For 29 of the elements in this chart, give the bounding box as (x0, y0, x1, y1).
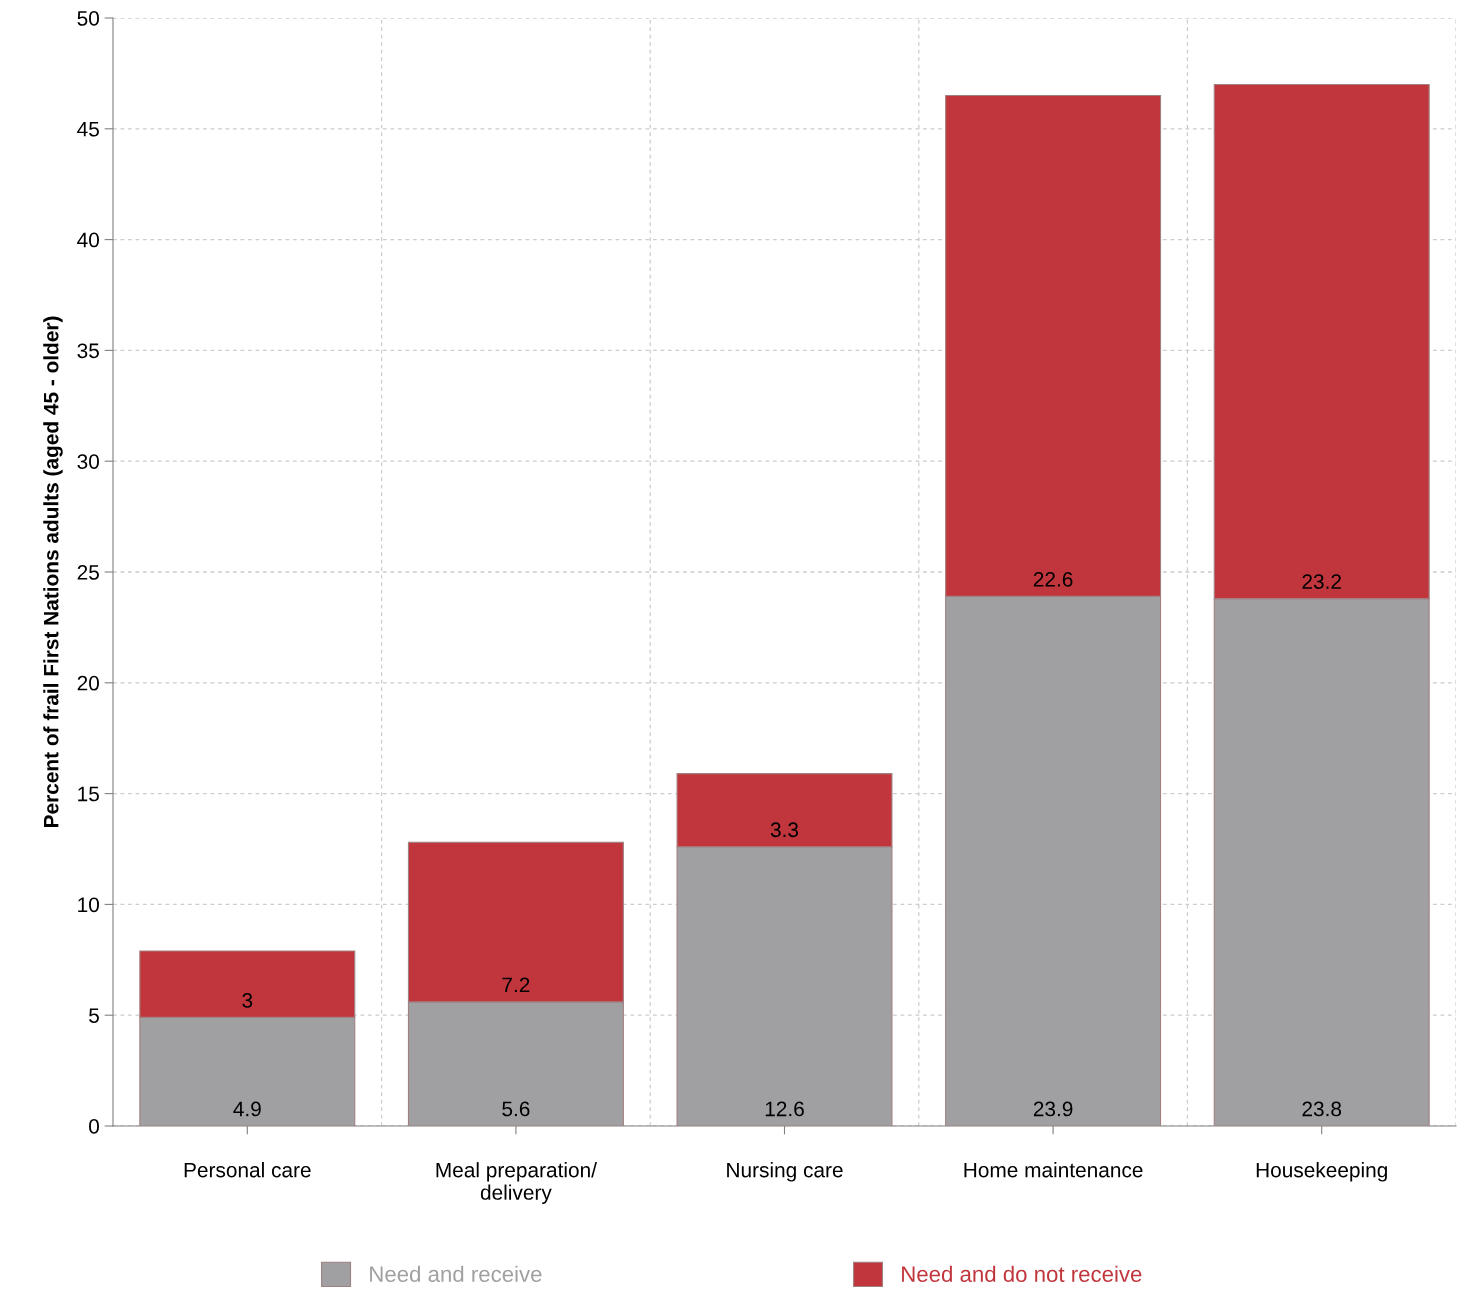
y-tick-label: 45 (77, 122, 99, 137)
data-label: 4.9 (233, 1101, 261, 1117)
y-tick-label: 5 (89, 1008, 99, 1023)
y-tick-label: 10 (78, 897, 99, 913)
y-axis-title: Percent of frail First Nations adults (aged 45 - older) (43, 316, 63, 827)
y-tick-label: 20 (77, 675, 99, 691)
y-tick-label: 15 (78, 786, 99, 802)
x-tick-label: Housekeeping (1256, 1162, 1387, 1182)
data-label: 12.6 (765, 1101, 804, 1117)
x-tick-label: Personal care (184, 1162, 311, 1178)
data-label: 7.2 (502, 977, 530, 993)
data-label: 5.6 (502, 1101, 530, 1117)
data-label: 3.3 (770, 822, 799, 838)
data-label: 23.2 (1302, 574, 1341, 589)
data-label: 23.9 (1033, 1101, 1073, 1117)
y-tick-label: 35 (77, 343, 99, 359)
data-label: 23.8 (1302, 1101, 1342, 1117)
y-tick-label: 0 (89, 1119, 99, 1134)
x-tick-label: Home maintenance (964, 1162, 1143, 1178)
y-tick-label: 30 (77, 454, 99, 469)
y-tick-label: 25 (77, 565, 99, 580)
data-label: 22.6 (1033, 571, 1073, 587)
legend-label: Need and do not receive (902, 1265, 1142, 1282)
legend-label: Need and receive (370, 1265, 542, 1282)
x-tick-label: Meal preparation/ delivery (436, 1162, 597, 1204)
y-tick-label: 40 (77, 232, 99, 248)
data-label: 3 (242, 993, 253, 1008)
y-tick-label: 50 (77, 11, 99, 26)
x-tick-label: Nursing care (727, 1162, 843, 1182)
